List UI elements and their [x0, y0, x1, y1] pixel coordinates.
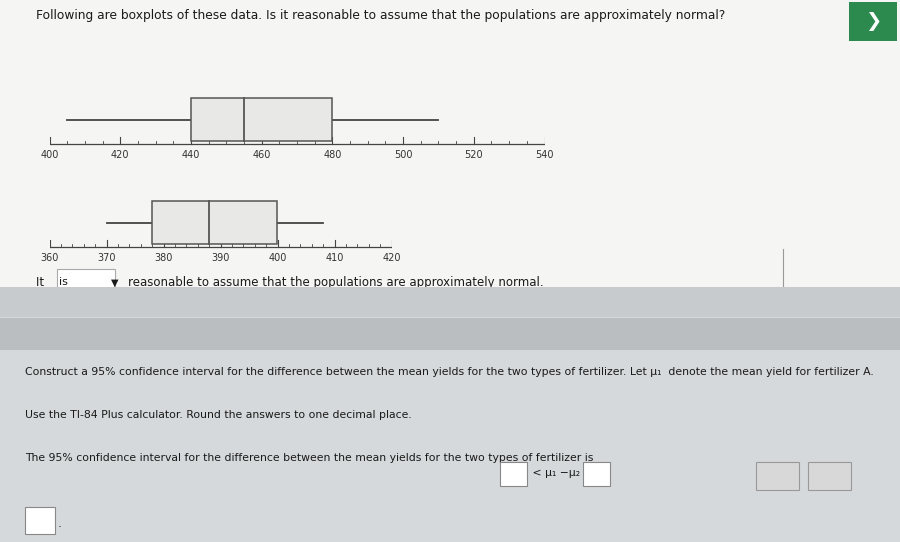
Text: 480: 480 — [323, 150, 341, 160]
Text: 420: 420 — [111, 150, 130, 160]
Bar — [152, 201, 277, 244]
Text: 390: 390 — [212, 253, 230, 263]
Text: Use the TI-84 Plus calculator. Round the answers to one decimal place.: Use the TI-84 Plus calculator. Round the… — [25, 410, 412, 420]
FancyBboxPatch shape — [57, 269, 115, 296]
Text: ↺: ↺ — [824, 469, 835, 482]
Bar — [500, 462, 527, 486]
Text: 360: 360 — [40, 253, 58, 263]
Bar — [583, 462, 610, 486]
Text: ❯: ❯ — [865, 12, 881, 31]
Text: reasonable to assume that the populations are approximately normal.: reasonable to assume that the population… — [128, 276, 544, 289]
Text: ▼: ▼ — [112, 278, 119, 287]
Text: 460: 460 — [253, 150, 271, 160]
Text: Part 3 of 3: Part 3 of 3 — [25, 327, 86, 340]
Text: Part: 2 / 3: Part: 2 / 3 — [25, 297, 79, 307]
Text: 400: 400 — [268, 253, 287, 263]
Bar — [86, 293, 194, 311]
Bar — [756, 462, 799, 489]
Text: X: X — [774, 469, 781, 482]
Text: .: . — [58, 518, 61, 531]
Bar — [194, 293, 266, 311]
Text: 410: 410 — [325, 253, 344, 263]
Text: 500: 500 — [394, 150, 412, 160]
Text: Following are boxplots of these data. Is it reasonable to assume that the popula: Following are boxplots of these data. Is… — [36, 9, 725, 22]
Text: 440: 440 — [182, 150, 200, 160]
Text: < μ₁ −μ₂ <: < μ₁ −μ₂ < — [529, 468, 593, 478]
Bar — [25, 507, 55, 534]
Text: Construct a 95% confidence interval for the difference between the mean yields f: Construct a 95% confidence interval for … — [25, 367, 874, 377]
Text: 540: 540 — [536, 150, 554, 160]
Text: 380: 380 — [154, 253, 173, 263]
Bar — [808, 462, 851, 489]
Text: 520: 520 — [464, 150, 483, 160]
Text: The 95% confidence interval for the difference between the mean yields for the t: The 95% confidence interval for the diff… — [25, 453, 594, 463]
FancyBboxPatch shape — [849, 2, 897, 41]
Text: 420: 420 — [382, 253, 400, 263]
Text: is: is — [58, 278, 68, 287]
Text: 400: 400 — [40, 150, 58, 160]
Text: It: It — [36, 276, 48, 289]
Bar — [191, 98, 332, 141]
Text: 370: 370 — [97, 253, 116, 263]
